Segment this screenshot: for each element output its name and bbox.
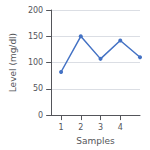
svg-text:1: 1 [58, 123, 63, 132]
svg-text:200: 200 [28, 6, 43, 15]
svg-text:Level (mg/dl): Level (mg/dl) [8, 33, 18, 92]
svg-text:4: 4 [118, 123, 123, 132]
svg-text:2: 2 [78, 123, 83, 132]
svg-text:Samples: Samples [76, 136, 115, 146]
svg-text:3: 3 [98, 123, 103, 132]
svg-text:0: 0 [38, 111, 43, 120]
svg-text:150: 150 [28, 32, 43, 41]
svg-text:100: 100 [28, 58, 43, 67]
svg-text:50: 50 [33, 84, 43, 93]
